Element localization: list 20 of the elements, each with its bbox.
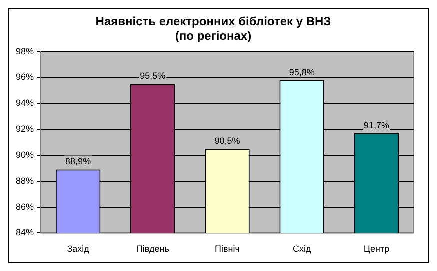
x-tick-label: Північ [215, 244, 240, 254]
chart-title: Наявність електронних бібліотек у ВНЗ [96, 14, 332, 29]
x-tick-label: Південь [136, 244, 170, 254]
y-tick-label: 96% [16, 72, 34, 82]
y-tick-label: 84% [16, 228, 34, 238]
y-tick-label: 90% [16, 150, 34, 160]
data-label: 88,9% [66, 156, 92, 167]
y-tick-label: 88% [16, 176, 34, 186]
y-tick-label: 92% [16, 124, 34, 134]
x-tick-label: Центр [364, 244, 390, 254]
data-label: 95,8% [289, 67, 315, 78]
chart-subtitle: (по регіонах) [175, 28, 252, 43]
x-tick-label: Схід [292, 244, 312, 254]
x-tick-label: Захід [67, 244, 90, 254]
y-tick-label: 94% [16, 98, 34, 108]
data-label: 91,7% [364, 120, 390, 130]
data-label: 90,5% [214, 136, 240, 146]
y-tick-label: 86% [16, 202, 34, 212]
data-label: 95,5% [140, 71, 166, 82]
y-tick-label: 98% [16, 46, 34, 56]
